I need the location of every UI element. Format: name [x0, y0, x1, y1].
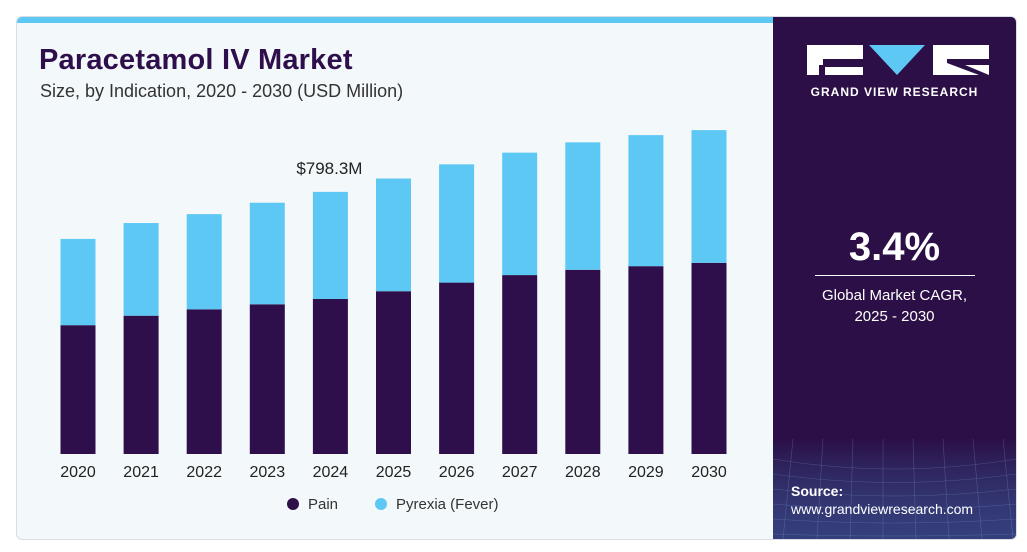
bar-pain-2028 — [565, 269, 601, 454]
bar-pain-2026 — [439, 282, 475, 454]
bar-pyrexia-2024 — [312, 191, 348, 300]
bar-pain-2022 — [186, 309, 222, 454]
x-tick-label: 2030 — [691, 464, 727, 481]
info-panel: GRAND VIEW RESEARCH 3.4% Global Market C… — [773, 17, 1016, 539]
legend-label-pain: Pain — [308, 496, 338, 513]
x-tick-label: 2022 — [186, 464, 222, 481]
bar-pyrexia-2026 — [439, 164, 475, 283]
x-tick-label: 2021 — [123, 464, 159, 481]
legend-swatch-pain — [287, 498, 299, 510]
cagr-label: Global Market CAGR, 2025 - 2030 — [821, 287, 968, 325]
bar-pyrexia-2027 — [502, 152, 538, 276]
bar-pain-2025 — [376, 291, 411, 454]
legend-label-pyrexia: Pyrexia (Fever) — [396, 496, 499, 513]
bar-pain-2027 — [502, 275, 538, 454]
accent-bar — [17, 17, 773, 23]
bar-pyrexia-2028 — [565, 142, 601, 270]
bar-pyrexia-2021 — [123, 223, 159, 316]
grand-view-research-logo — [807, 45, 989, 75]
brand-name: GRAND VIEW RESEARCH — [810, 85, 979, 99]
bar-pain-2024 — [312, 299, 348, 454]
x-tick-label: 2025 — [376, 464, 412, 481]
bar-pyrexia-2025 — [376, 178, 411, 292]
bar-pain-2030 — [691, 262, 727, 454]
source-heading: Source: — [791, 483, 844, 499]
bar-chart: 2020 2021 2022 2023 2024 2025 2026 2027 2028 2029… — [60, 130, 727, 513]
x-tick-label: 2020 — [60, 464, 96, 481]
bar-pyrexia-2029 — [628, 135, 664, 267]
grid-decoration — [773, 439, 1016, 539]
bar-pyrexia-2030 — [691, 130, 727, 263]
cagr-value: 3.4% — [848, 225, 941, 269]
bar-pain-2021 — [123, 315, 159, 454]
legend-swatch-pyrexia — [375, 498, 387, 510]
chart-panel: Paracetamol IV Market Size, by Indicatio… — [17, 17, 773, 539]
x-tick-label: 2029 — [628, 464, 664, 481]
x-tick-label: 2028 — [565, 464, 601, 481]
bar-pyrexia-2022 — [186, 214, 222, 310]
cagr-divider — [815, 275, 975, 276]
bar-pyrexia-2023 — [249, 202, 285, 305]
bar-pain-2020 — [60, 325, 96, 454]
bar-pyrexia-2020 — [60, 238, 96, 326]
chart-title: Paracetamol IV Market — [39, 44, 353, 76]
bar-pain-2029 — [628, 266, 664, 454]
x-tick-label: 2027 — [502, 464, 538, 481]
chart-subtitle: Size, by Indication, 2020 - 2030 (USD Mi… — [40, 81, 404, 101]
x-tick-label: 2023 — [250, 464, 286, 481]
source-link[interactable]: www.grandviewresearch.com — [791, 501, 974, 517]
data-label-2024: $798.3M — [296, 159, 362, 178]
infographic-card: Paracetamol IV Market Size, by Indicatio… — [16, 16, 1017, 540]
bar-pain-2023 — [249, 304, 285, 454]
x-tick-label: 2024 — [313, 464, 349, 481]
x-tick-label: 2026 — [439, 464, 475, 481]
